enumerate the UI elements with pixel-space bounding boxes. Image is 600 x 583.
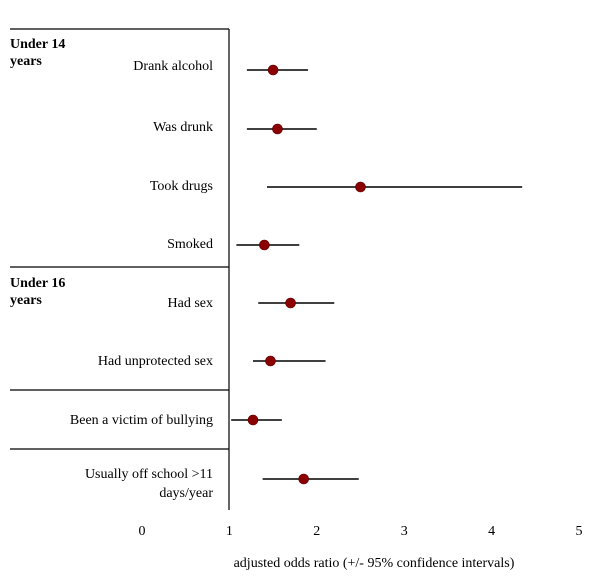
x-tick-4: 4 xyxy=(488,524,495,539)
or-point-5 xyxy=(285,297,296,309)
group-label-under16-line2: years xyxy=(10,293,42,308)
group-label-under16-line1: Under 16 xyxy=(10,276,65,291)
or-point-6 xyxy=(265,355,276,367)
or-point-3 xyxy=(355,181,366,193)
x-tick-1: 1 xyxy=(226,524,233,539)
x-axis-label: adjusted odds ratio (+/- 95% confidence … xyxy=(234,556,515,571)
or-point-1 xyxy=(267,64,279,76)
x-tick-0: 0 xyxy=(139,524,146,539)
group-label-under14-line1: Under 14 xyxy=(10,37,65,52)
row-label-bullying: Been a victim of bullying xyxy=(70,413,213,428)
row-label-drank-alcohol: Drank alcohol xyxy=(133,59,213,74)
row-label-off-school-line2: days/year xyxy=(159,486,213,501)
row-label-had-sex: Had sex xyxy=(168,296,214,311)
row-label-unprotected-sex: Had unprotected sex xyxy=(98,354,213,369)
or-point-4 xyxy=(259,239,270,251)
row-label-took-drugs: Took drugs xyxy=(150,179,213,194)
x-tick-3: 3 xyxy=(401,524,408,539)
row-label-off-school-line1: Usually off school >11 xyxy=(85,467,213,482)
x-tick-5: 5 xyxy=(576,524,583,539)
x-tick-2: 2 xyxy=(313,524,320,539)
chart-marks xyxy=(231,64,523,485)
or-point-7 xyxy=(247,414,259,426)
or-point-8 xyxy=(298,473,309,485)
row-label-smoked: Smoked xyxy=(167,237,213,252)
group-label-under14-line2: years xyxy=(10,54,42,69)
or-point-2 xyxy=(272,123,283,135)
row-label-was-drunk: Was drunk xyxy=(153,120,213,135)
